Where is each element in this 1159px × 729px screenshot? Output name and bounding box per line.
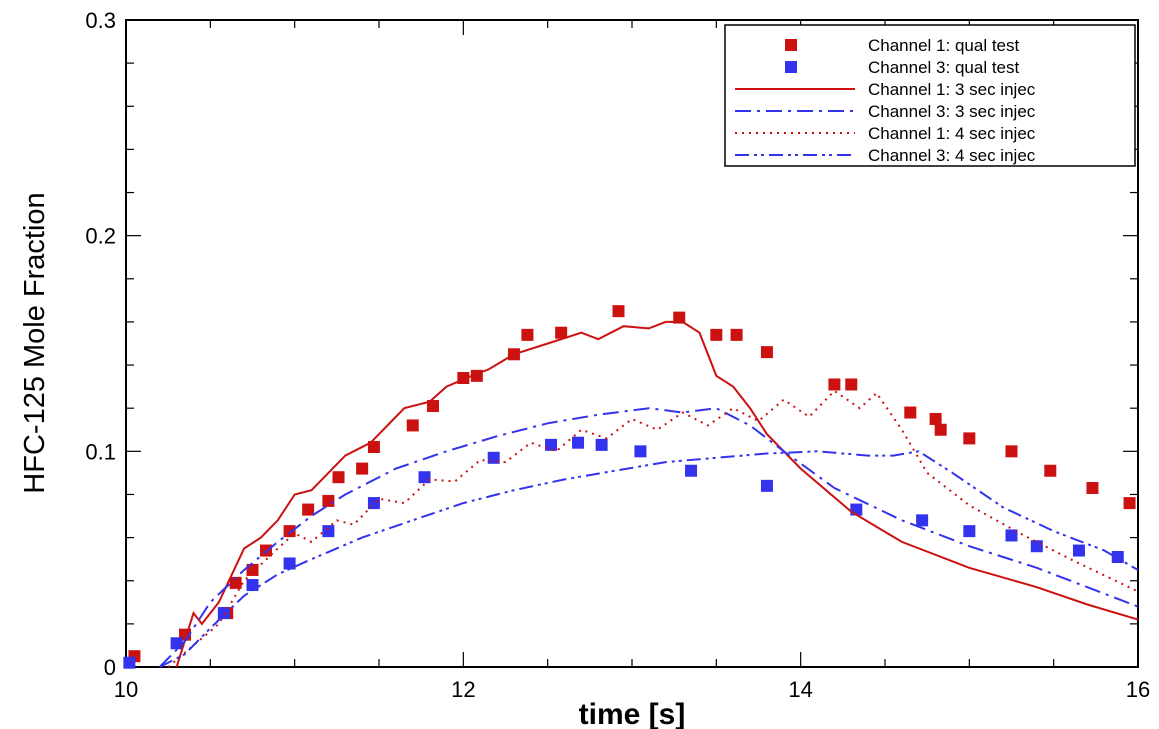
data-point [545,438,558,451]
data-point [521,328,534,341]
data-point [229,576,242,589]
y-tick-label: 0.3 [85,8,116,33]
series-line [159,450,1139,668]
tick-labels: 10 12 14 16 0 0.1 0.2 0.3 [85,8,1150,702]
data-point [685,464,698,477]
data-point [934,423,947,436]
data-point [634,445,647,458]
legend-entry: Channel 1: qual test [785,36,1019,55]
data-point [322,494,335,507]
data-point [1005,529,1018,542]
data-point [828,378,841,391]
x-tick-label: 12 [451,677,475,702]
data-point [332,471,345,484]
data-point [673,311,686,324]
series-6 [159,450,1139,668]
data-point [904,406,917,419]
series-4 [158,407,1139,668]
data-point [845,378,858,391]
data-point [963,432,976,445]
data-point [217,607,230,620]
legend-label: Channel 3: qual test [868,58,1019,77]
data-point [929,412,942,425]
y-tick-label: 0 [104,655,116,680]
legend-entry: Channel 3: qual test [785,58,1019,77]
data-point [418,471,431,484]
legend-label: Channel 1: 4 sec injec [868,124,1036,143]
x-tick-label: 10 [114,677,138,702]
data-point [760,346,773,359]
y-tick-label: 0.2 [85,224,116,249]
x-tick-label: 14 [788,677,812,702]
data-point [730,328,743,341]
data-point [367,497,380,510]
data-point [1044,464,1057,477]
data-point [356,462,369,475]
data-point [1072,544,1085,557]
series-line [167,389,1139,668]
legend-label: Channel 3: 4 sec injec [868,146,1036,165]
data-point [555,326,568,339]
data-point [283,557,296,570]
data-point [710,328,723,341]
data-point [406,419,419,432]
data-point [302,503,315,516]
legend-entry: Channel 3: 4 sec injec [735,146,1036,165]
series-line [158,407,1139,668]
data-point [246,579,259,592]
legend-entry: Channel 1: 4 sec injec [735,124,1036,143]
series-2 [123,436,1124,669]
series-layer [123,305,1139,669]
data-point [1005,445,1018,458]
legend-entry: Channel 1: 3 sec injec [735,80,1036,99]
data-point [1123,497,1136,510]
data-point [963,525,976,538]
legend-label: Channel 1: 3 sec injec [868,80,1036,99]
data-point [1086,481,1099,494]
legend-entry: Channel 3: 3 sec injec [735,102,1036,121]
data-point [572,436,585,449]
data-point [760,479,773,492]
y-tick-label: 0.1 [85,439,116,464]
data-point [246,563,259,576]
data-point [595,438,608,451]
legend-swatch [785,39,797,51]
legend-label: Channel 3: 3 sec injec [868,102,1036,121]
data-point [170,637,183,650]
series-line [175,320,1139,668]
tick-marks [125,19,1139,668]
data-point [612,305,625,318]
data-point [426,400,439,413]
x-tick-label: 16 [1126,677,1150,702]
data-point [916,514,929,527]
legend-swatch [785,61,797,73]
data-point [322,525,335,538]
data-point [367,441,380,454]
data-point [123,656,136,669]
data-point [1030,540,1043,553]
series-3 [175,320,1139,668]
y-axis-title: HFC-125 Mole Fraction [19,192,51,493]
legend: Channel 1: qual test Channel 3: qual test… [724,24,1136,167]
series-1 [128,305,1136,663]
legend-label: Channel 1: qual test [868,36,1019,55]
x-axis-title: time [s] [579,698,686,729]
series-5 [167,389,1139,668]
